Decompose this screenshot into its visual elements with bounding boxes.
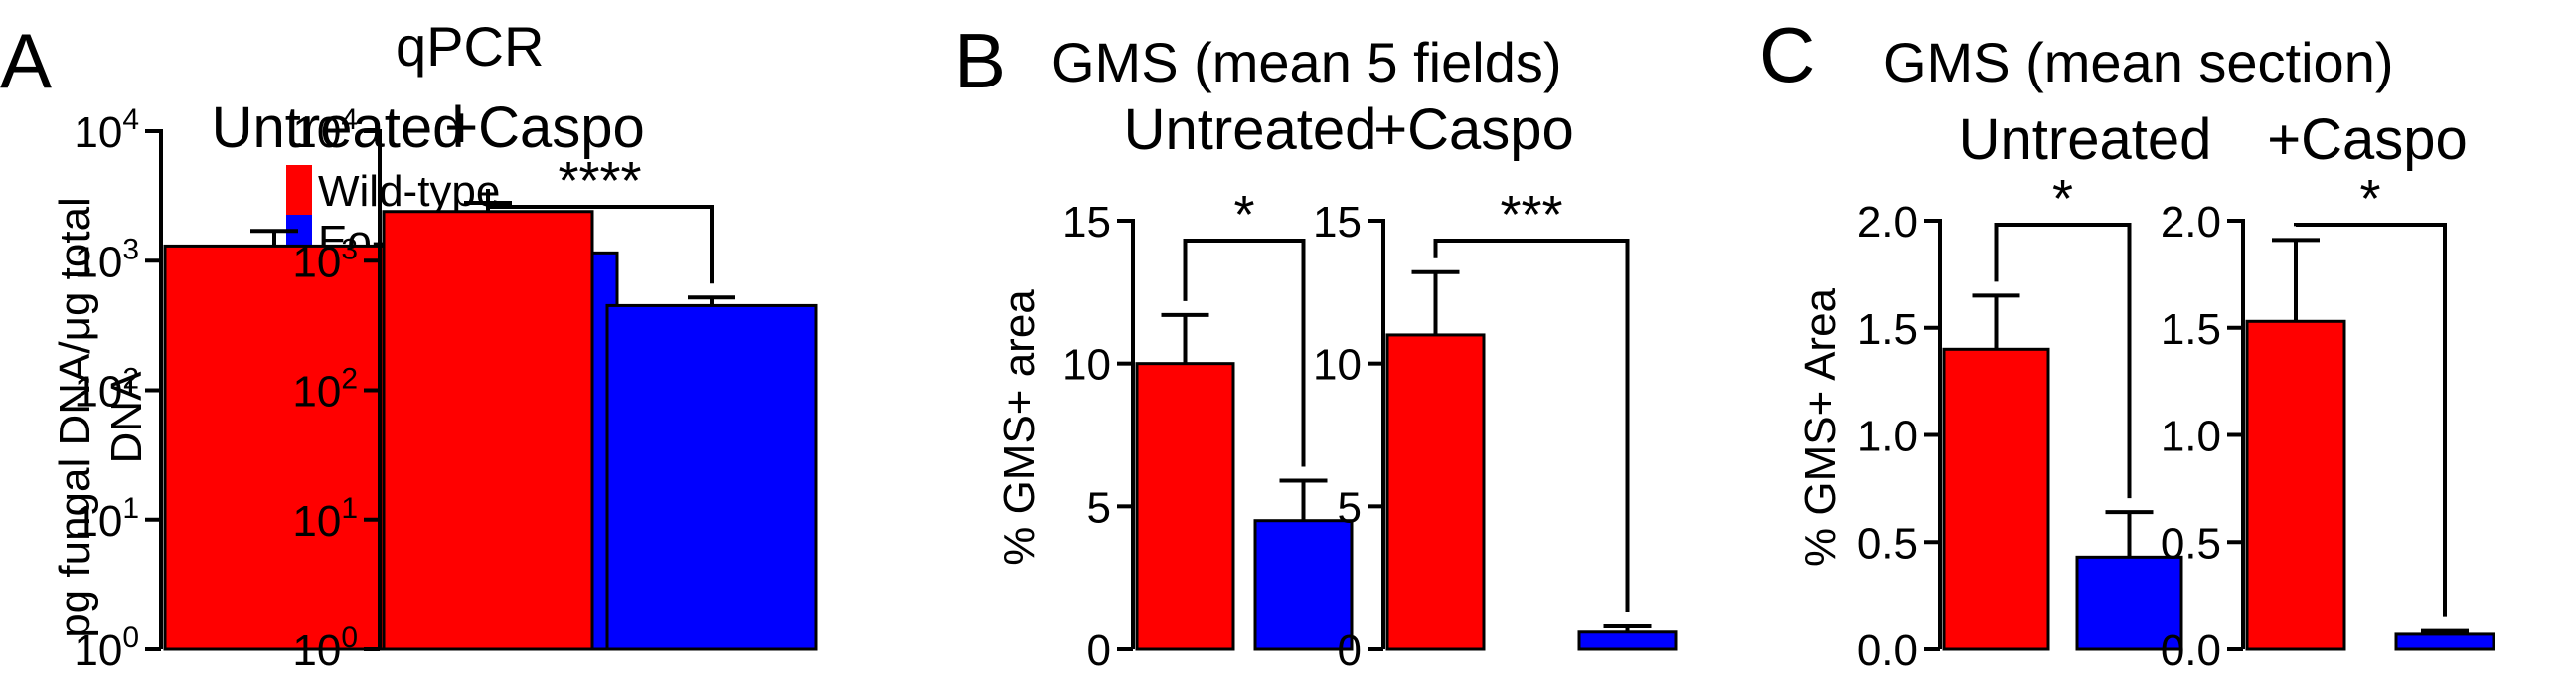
y-tick-exponent-a-untreated-4: 4 (122, 103, 139, 136)
y-tick-label-c-caspo-1: 0.5 (2161, 519, 2221, 568)
y-tick-label-a-untreated-4: 104 (74, 103, 139, 157)
significance-label-a-caspo: **** (558, 151, 641, 211)
panel-b-title: GMS (mean 5 fields) (1051, 31, 1562, 93)
y-tick-label-c-caspo-3: 1.5 (2161, 305, 2221, 354)
chart-title-b-untreated: Untreated (1124, 97, 1377, 162)
chart-title-c-untreated: Untreated (1959, 107, 2212, 172)
y-tick-exponent-a-caspo-3: 3 (341, 233, 358, 265)
y-tick-exponent-a-untreated-1: 1 (122, 492, 139, 525)
chart-title-a-untreated: Untreated (212, 95, 465, 160)
panel-a-letter: A (0, 17, 52, 104)
chart-b-untreated: Untreated 0 5 10 15 * (1062, 97, 1376, 675)
y-tick-label-c-untreated-2: 1.0 (1857, 413, 1918, 461)
y-tick-label-a-untreated-3: 103 (74, 233, 139, 286)
y-tick-label-b-untreated-0: 0 (1087, 626, 1111, 675)
y-tick-label-c-untreated-1: 0.5 (1857, 519, 1918, 568)
y-tick-exponent-a-untreated-0: 0 (122, 621, 139, 654)
significance-label-c-caspo: * (2359, 169, 2380, 229)
y-tick-exponent-a-caspo-4: 4 (341, 103, 358, 136)
chart-c-caspo: +Caspo 0.0 0.5 1.0 1.5 2.0 * (2161, 107, 2496, 675)
y-tick-label-b-caspo-3: 15 (1313, 198, 1362, 247)
significance-bracket-b-caspo (1433, 239, 1630, 613)
y-tick-label-c-untreated-4: 2.0 (1857, 198, 1918, 247)
legend-label-wild-type: Wild-type (318, 167, 500, 216)
y-tick-label-b-untreated-1: 5 (1087, 483, 1111, 532)
panel-b-letter: B (954, 17, 1006, 104)
y-tick-exponent-a-caspo-1: 1 (341, 492, 358, 525)
y-tick-label-b-untreated-2: 10 (1062, 341, 1111, 390)
legend-swatch-wild-type (286, 165, 312, 215)
chart-title-c-caspo: +Caspo (2267, 107, 2468, 172)
chart-b-caspo: +Caspo 0 5 10 15 *** (1313, 97, 1678, 675)
chart-title-b-caspo: +Caspo (1373, 97, 1574, 162)
y-tick-label-c-caspo-2: 1.0 (2161, 413, 2221, 461)
bar-c-untreated-wild-type (1942, 347, 2050, 651)
y-tick-label-b-untreated-3: 15 (1062, 198, 1111, 247)
significance-bracket-c-untreated (1994, 223, 2132, 499)
significance-bracket-c-caspo (2294, 223, 2447, 617)
significance-bracket-b-untreated (1183, 239, 1306, 467)
panel-a-ylabel-line1: pg fungal DNA/μg total (51, 197, 99, 638)
significance-label-c-untreated: * (2052, 169, 2073, 229)
significance-bracket-a-caspo (486, 189, 714, 284)
y-tick-label-a-untreated-0: 100 (74, 621, 139, 675)
bar-b-caspo-eo-ko (1577, 630, 1678, 651)
y-tick-label-c-caspo-0: 0.0 (2161, 626, 2221, 675)
chart-title-a-caspo: +Caspo (444, 95, 645, 160)
y-tick-label-c-untreated-0: 0.0 (1857, 626, 1918, 675)
bar-b-caspo-wild-type (1385, 333, 1486, 651)
panel-c-letter: C (1759, 11, 1815, 98)
y-tick-label-a-caspo-3: 103 (292, 233, 358, 286)
y-tick-label-b-caspo-0: 0 (1338, 626, 1362, 675)
chart-c-untreated: Untreated 0.0 0.5 1.0 1.5 2.0 * (1857, 107, 2212, 675)
panel-c-title: GMS (mean section) (1883, 31, 2394, 93)
panel-a-ylabel-line2: DNA (102, 371, 151, 464)
significance-label-b-caspo: *** (1500, 185, 1562, 245)
panel-a-title: qPCR (396, 15, 544, 78)
bar-c-caspo-wild-type (2245, 319, 2346, 651)
significance-label-b-untreated: * (1233, 185, 1254, 245)
bar-a-caspo-eo-ko (605, 303, 818, 651)
bar-c-caspo-eo-ko (2394, 632, 2496, 651)
y-tick-exponent-a-untreated-2: 2 (122, 363, 139, 396)
bar-b-untreated-wild-type (1135, 362, 1235, 651)
y-tick-label-a-untreated-1: 101 (74, 492, 139, 546)
panel-b-ylabel: % GMS+ area (995, 289, 1044, 566)
y-tick-exponent-a-caspo-0: 0 (341, 621, 358, 654)
y-tick-label-a-caspo-0: 100 (292, 621, 358, 675)
y-tick-label-c-untreated-3: 1.5 (1857, 305, 1918, 354)
y-tick-exponent-a-untreated-3: 3 (122, 233, 139, 265)
bar-a-untreated-wild-type (163, 244, 386, 651)
y-tick-label-b-caspo-1: 5 (1338, 483, 1362, 532)
y-tick-label-c-caspo-4: 2.0 (2161, 198, 2221, 247)
y-tick-label-b-caspo-2: 10 (1313, 341, 1362, 390)
y-tick-exponent-a-caspo-2: 2 (341, 363, 358, 396)
bar-a-caspo-wild-type (382, 210, 594, 651)
panel-c-ylabel: % GMS+ Area (1796, 287, 1845, 567)
